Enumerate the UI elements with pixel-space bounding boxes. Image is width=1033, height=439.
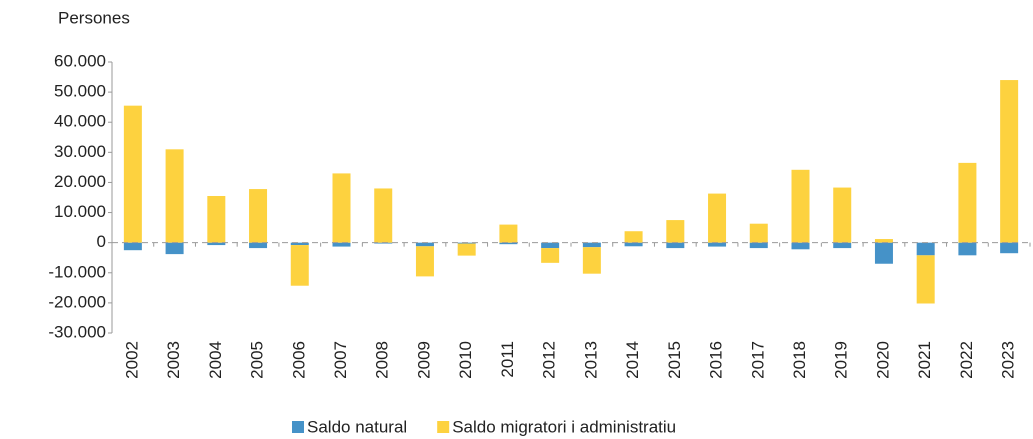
bar [916, 255, 935, 304]
bar [290, 242, 309, 246]
bar [958, 162, 977, 243]
bar [207, 195, 226, 243]
bar [499, 242, 518, 245]
bar [874, 239, 893, 243]
y-tick-label: 60.000 [54, 51, 106, 70]
bar [791, 242, 810, 250]
bar [541, 242, 560, 249]
x-tick-label: 2016 [707, 341, 726, 379]
bar [624, 231, 643, 243]
legend-swatch [292, 421, 304, 433]
x-tick-label: 2009 [414, 341, 433, 379]
legend-label: Saldo migratori i administratiu [452, 417, 676, 436]
bar [582, 242, 601, 248]
bar [415, 246, 434, 277]
bar [708, 242, 727, 247]
bar [791, 169, 810, 243]
x-tick-label: 2002 [122, 341, 141, 379]
y-tick-label: -10.000 [48, 262, 106, 281]
bar [499, 224, 518, 243]
bar [541, 248, 560, 263]
x-tick-label: 2003 [164, 341, 183, 379]
legend-swatch [437, 421, 450, 433]
bar [207, 242, 226, 246]
bar [708, 193, 727, 243]
y-axis-label: Persones [58, 8, 130, 27]
bar [123, 105, 142, 243]
x-tick-label: 2010 [456, 341, 475, 379]
bar [874, 242, 893, 264]
bar [165, 149, 184, 243]
bar [749, 242, 768, 249]
y-tick-label: 40.000 [54, 112, 106, 131]
bar [249, 242, 268, 249]
y-tick-label: 20.000 [54, 172, 106, 191]
bar [958, 242, 977, 256]
x-tick-label: 2019 [832, 341, 851, 379]
x-tick-label: 2017 [748, 341, 767, 379]
bar [624, 242, 643, 247]
bar [457, 243, 476, 256]
x-tick-label: 2020 [873, 341, 892, 379]
x-tick-label: 2011 [498, 341, 517, 378]
x-tick-label: 2005 [248, 341, 267, 379]
bar [123, 242, 142, 251]
y-tick-label: 50.000 [54, 82, 106, 101]
bar [749, 223, 768, 243]
x-tick-label: 2015 [665, 341, 684, 379]
x-tick-label: 2013 [581, 341, 600, 379]
bar [165, 242, 184, 255]
bar [332, 242, 351, 247]
x-tick-label: 2007 [331, 341, 350, 379]
bar [415, 242, 434, 247]
bar [582, 247, 601, 274]
bar [1000, 242, 1019, 254]
y-tick-label: -20.000 [48, 292, 106, 311]
x-tick-label: 2018 [790, 341, 809, 379]
y-tick-label: 10.000 [54, 202, 106, 221]
x-tick-label: 2023 [999, 341, 1018, 379]
x-tick-label: 2006 [289, 341, 308, 379]
x-tick-label: 2022 [957, 341, 976, 379]
bar [332, 173, 351, 243]
bar [666, 242, 685, 249]
legend-label: Saldo natural [307, 417, 407, 436]
bar [290, 245, 309, 286]
x-tick-label: 2008 [373, 341, 392, 379]
y-tick-label: 0 [97, 232, 106, 251]
bar [833, 187, 852, 243]
bar [374, 188, 393, 243]
bar [1000, 80, 1019, 243]
bar [916, 242, 935, 256]
bar [249, 189, 268, 243]
x-tick-label: 2012 [540, 341, 559, 379]
bar [666, 220, 685, 243]
x-tick-label: 2021 [915, 341, 934, 379]
y-tick-label: 30.000 [54, 142, 106, 161]
x-tick-label: 2014 [623, 341, 642, 379]
bar [833, 242, 852, 249]
x-tick-label: 2004 [206, 341, 225, 379]
y-tick-label: -30.000 [48, 322, 106, 341]
